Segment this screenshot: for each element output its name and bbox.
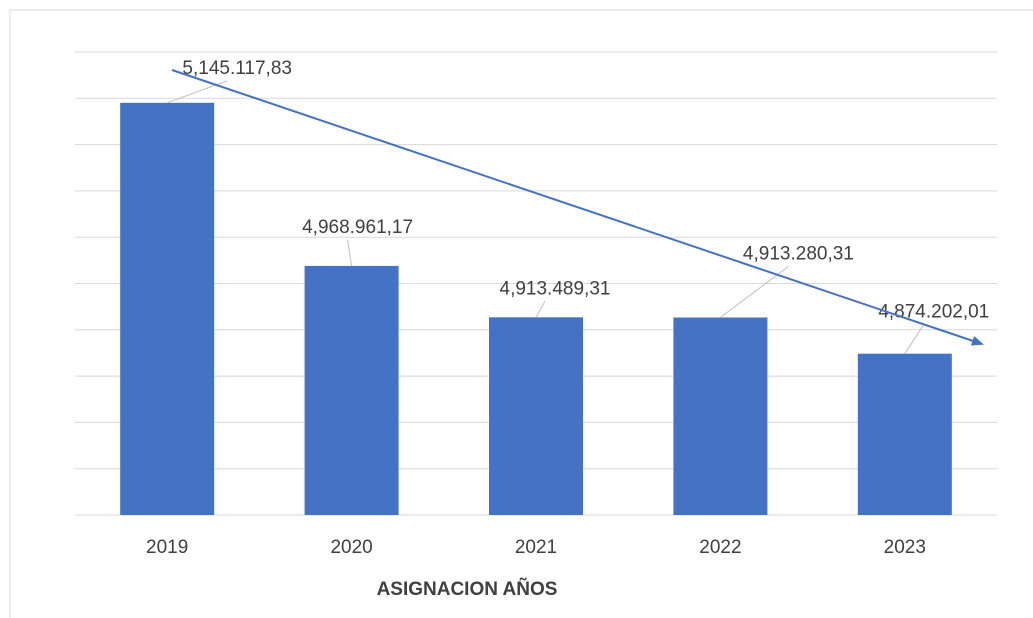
- x-axis-label: ASIGNACION AÑOS: [377, 578, 558, 600]
- chart-frame: [9, 9, 1033, 618]
- x-tick-label: 2020: [330, 537, 372, 558]
- x-tick-label: 2019: [146, 537, 188, 558]
- data-label: 4,913.489,31: [500, 278, 611, 299]
- x-tick-label: 2022: [699, 537, 741, 558]
- bar: [120, 102, 215, 515]
- leader-line: [535, 301, 546, 318]
- data-label: 4,874.202,01: [878, 302, 989, 323]
- bars: [120, 102, 952, 515]
- trend-arrow: [171, 69, 984, 346]
- labels: 2019 5,145.117,83 2020 4,968.961,17 2021 4,91…: [146, 58, 989, 558]
- bar: [304, 265, 399, 515]
- leader-line: [167, 80, 228, 104]
- leader-line: [904, 324, 925, 354]
- data-label: 4,968.961,17: [302, 217, 413, 238]
- bar: [673, 317, 768, 515]
- bar: [857, 353, 952, 515]
- data-label: 4,913.280,31: [743, 244, 854, 265]
- data-label: 5,145.117,83: [182, 58, 292, 79]
- x-tick-label: 2021: [515, 537, 557, 558]
- x-tick-label: 2023: [884, 537, 926, 558]
- leader-line: [347, 239, 353, 267]
- bar: [489, 317, 583, 515]
